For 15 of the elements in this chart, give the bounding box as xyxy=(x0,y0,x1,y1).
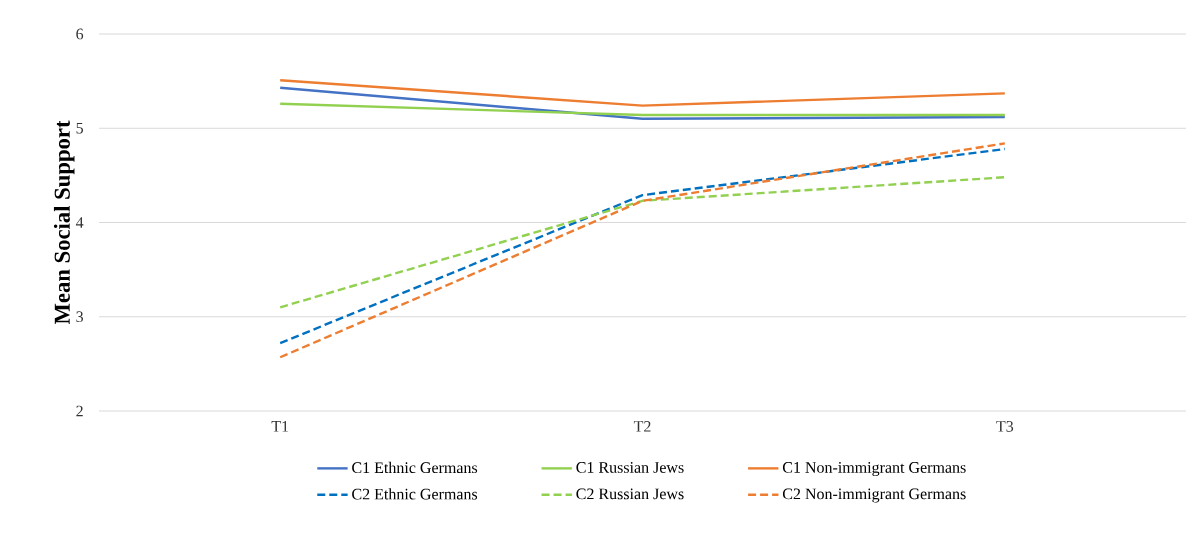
legend-label: C1 Ethnic Germans xyxy=(352,461,478,474)
y-tick-label: 2 xyxy=(76,405,83,417)
y-tick-label: 6 xyxy=(76,28,84,40)
y-axis-title: Mean Social Support xyxy=(53,120,75,325)
legend-label: C2 Non-immigrant Germans xyxy=(782,488,966,503)
x-tick-label: T1 xyxy=(271,421,289,432)
y-tick-label: 3 xyxy=(76,311,84,323)
y-tick-label: 5 xyxy=(76,122,84,134)
legend-label: C2 Russian Jews xyxy=(576,488,684,500)
x-tick-label: T2 xyxy=(633,421,651,432)
legend-label: C2 Ethnic Germans xyxy=(352,488,478,500)
legend-label: C1 Non-immigrant Germans xyxy=(782,462,966,477)
legend-label: C1 Russian Jews xyxy=(576,462,684,473)
x-tick-label: T3 xyxy=(996,421,1014,432)
y-tick-label: 4 xyxy=(75,217,84,228)
